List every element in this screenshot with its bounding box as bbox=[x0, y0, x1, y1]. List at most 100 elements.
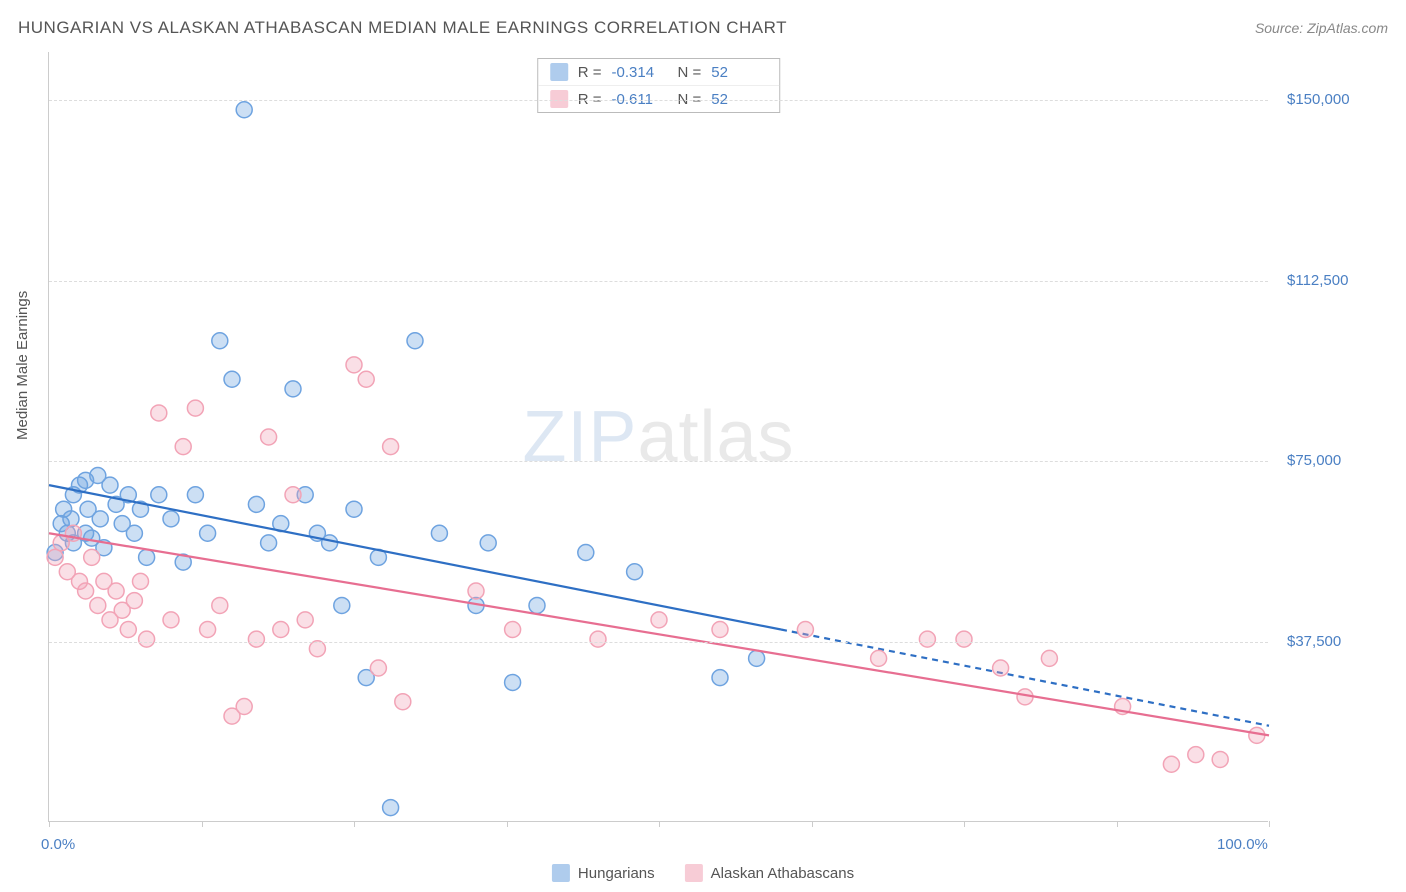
stat-r-label: R = bbox=[578, 91, 602, 108]
data-point bbox=[1212, 751, 1228, 767]
data-point bbox=[285, 381, 301, 397]
data-point bbox=[84, 549, 100, 565]
data-point bbox=[212, 597, 228, 613]
plot-area: ZIPatlas R = -0.314N = 52R = -0.611N = 5… bbox=[48, 52, 1268, 822]
data-point bbox=[578, 545, 594, 561]
data-point bbox=[383, 439, 399, 455]
x-tick bbox=[202, 821, 203, 827]
data-point bbox=[133, 573, 149, 589]
data-point bbox=[248, 496, 264, 512]
gridline bbox=[49, 642, 1268, 643]
trend-line-dash bbox=[781, 630, 1269, 726]
x-tick-label: 100.0% bbox=[1217, 836, 1268, 853]
data-point bbox=[63, 511, 79, 527]
data-point bbox=[90, 597, 106, 613]
data-point bbox=[1163, 756, 1179, 772]
data-point bbox=[224, 371, 240, 387]
data-point bbox=[163, 511, 179, 527]
data-point bbox=[126, 525, 142, 541]
data-point bbox=[139, 631, 155, 647]
data-point bbox=[529, 597, 545, 613]
trend-line bbox=[49, 533, 1269, 735]
data-point bbox=[236, 699, 252, 715]
x-tick bbox=[1269, 821, 1270, 827]
stat-n-label: N = bbox=[678, 91, 702, 108]
y-axis-label: Median Male Earnings bbox=[14, 291, 31, 440]
data-point bbox=[151, 405, 167, 421]
chart-title: HUNGARIAN VS ALASKAN ATHABASCAN MEDIAN M… bbox=[18, 18, 787, 38]
data-point bbox=[126, 593, 142, 609]
x-tick bbox=[659, 821, 660, 827]
data-point bbox=[480, 535, 496, 551]
stat-r-value: -0.314 bbox=[612, 64, 668, 81]
data-point bbox=[370, 660, 386, 676]
x-tick bbox=[507, 821, 508, 827]
gridline bbox=[49, 281, 1268, 282]
source-label: Source: ZipAtlas.com bbox=[1255, 20, 1388, 36]
x-tick bbox=[812, 821, 813, 827]
data-point bbox=[78, 583, 94, 599]
data-point bbox=[334, 597, 350, 613]
y-tick-label: $75,000 bbox=[1287, 452, 1341, 469]
legend-item: Hungarians bbox=[552, 864, 655, 882]
data-point bbox=[627, 564, 643, 580]
y-tick-label: $112,500 bbox=[1287, 272, 1348, 289]
data-point bbox=[200, 525, 216, 541]
legend-stat-row: R = -0.611 N = 52 bbox=[538, 85, 780, 112]
stat-n-label: N = bbox=[678, 64, 702, 81]
data-point bbox=[407, 333, 423, 349]
legend-swatch bbox=[552, 864, 570, 882]
legend-swatch bbox=[685, 864, 703, 882]
legend-series: Hungarians Alaskan Athabascans bbox=[552, 864, 854, 882]
data-point bbox=[261, 535, 277, 551]
data-point bbox=[431, 525, 447, 541]
data-point bbox=[797, 622, 813, 638]
data-point bbox=[47, 549, 63, 565]
data-point bbox=[712, 670, 728, 686]
data-point bbox=[871, 650, 887, 666]
data-point bbox=[590, 631, 606, 647]
data-point bbox=[651, 612, 667, 628]
legend-stats: R = -0.314 N = 52R = -0.611 N = 52 bbox=[537, 58, 781, 113]
gridline bbox=[49, 100, 1268, 101]
trend-line bbox=[49, 485, 781, 629]
x-tick bbox=[354, 821, 355, 827]
plot-svg bbox=[49, 52, 1268, 821]
legend-stat-row: R = -0.314N = 52 bbox=[538, 59, 780, 85]
data-point bbox=[468, 583, 484, 599]
data-point bbox=[236, 102, 252, 118]
data-point bbox=[120, 622, 136, 638]
y-tick-label: $150,000 bbox=[1287, 91, 1350, 108]
x-tick bbox=[964, 821, 965, 827]
data-point bbox=[187, 487, 203, 503]
data-point bbox=[187, 400, 203, 416]
title-bar: HUNGARIAN VS ALASKAN ATHABASCAN MEDIAN M… bbox=[18, 18, 1388, 38]
data-point bbox=[297, 612, 313, 628]
x-tick bbox=[49, 821, 50, 827]
legend-item: Alaskan Athabascans bbox=[685, 864, 854, 882]
data-point bbox=[346, 501, 362, 517]
data-point bbox=[92, 511, 108, 527]
data-point bbox=[139, 549, 155, 565]
data-point bbox=[285, 487, 301, 503]
data-point bbox=[749, 650, 765, 666]
data-point bbox=[712, 622, 728, 638]
data-point bbox=[1188, 747, 1204, 763]
data-point bbox=[993, 660, 1009, 676]
data-point bbox=[163, 612, 179, 628]
data-point bbox=[175, 439, 191, 455]
data-point bbox=[919, 631, 935, 647]
data-point bbox=[383, 800, 399, 816]
legend-label: Alaskan Athabascans bbox=[711, 865, 854, 882]
stat-n-value: 52 bbox=[711, 91, 767, 108]
data-point bbox=[212, 333, 228, 349]
data-point bbox=[1041, 650, 1057, 666]
data-point bbox=[261, 429, 277, 445]
stat-r-value: -0.611 bbox=[612, 91, 668, 108]
gridline bbox=[49, 461, 1268, 462]
data-point bbox=[505, 674, 521, 690]
data-point bbox=[151, 487, 167, 503]
legend-swatch bbox=[550, 63, 568, 81]
stat-r-label: R = bbox=[578, 64, 602, 81]
y-tick-label: $37,500 bbox=[1287, 633, 1341, 650]
